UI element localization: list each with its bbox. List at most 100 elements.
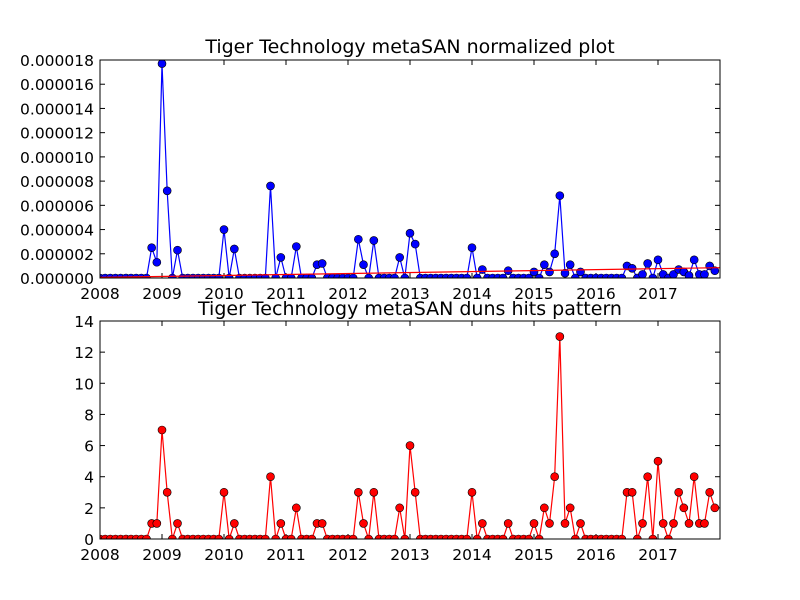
normalized-y-tick-label: 0.000000 [20, 270, 94, 288]
duns-hits-data-point [530, 519, 538, 527]
duns-hits-data-point [685, 519, 693, 527]
duns-hits-data-point [540, 504, 548, 512]
normalized-x-tick-label: 2009 [142, 285, 181, 303]
duns-hits-data-point [174, 519, 182, 527]
normalized-data-point [639, 270, 647, 278]
normalized-data-point [546, 268, 554, 276]
duns-hits-data-point [556, 333, 564, 341]
duns-hits-data-point [292, 504, 300, 512]
normalized-data-point [163, 187, 171, 195]
duns-hits-data-point [639, 519, 647, 527]
duns-hits-data-point [546, 519, 554, 527]
normalized-data-point [644, 259, 652, 267]
duns-hits-data-point [318, 519, 326, 527]
normalized-data-point [540, 261, 548, 269]
normalized-y-tick-label: 0.000002 [20, 246, 94, 264]
normalized-data-point [174, 246, 182, 254]
duns-hits-y-tick-label: 12 [74, 344, 94, 362]
normalized-data-point [556, 192, 564, 200]
duns-hits-x-tick-label: 2016 [576, 546, 615, 564]
normalized-data-point [148, 244, 156, 252]
duns-hits-data-point [670, 519, 678, 527]
duns-hits-x-tick-label: 2017 [638, 546, 677, 564]
normalized-data-point [360, 261, 368, 269]
normalized-y-tick-label: 0.000016 [20, 76, 94, 94]
normalized-y-tick-label: 0.000010 [20, 149, 94, 167]
duns-hits-data-point [577, 519, 585, 527]
duns-hits-data-point [628, 488, 636, 496]
normalized-data-point [158, 60, 166, 68]
normalized-data-point [220, 226, 228, 234]
normalized-y-tick-label: 0.000008 [20, 173, 94, 191]
duns-hits-data-point [675, 488, 683, 496]
normalized-data-point [292, 243, 300, 251]
duns-hits-data-point [277, 519, 285, 527]
duns-hits-data-point [163, 488, 171, 496]
duns-hits-data-point [158, 426, 166, 434]
duns-hits-y-tick-label: 6 [84, 438, 94, 456]
normalized-data-point [318, 259, 326, 267]
duns-hits-x-tick-label: 2010 [204, 546, 243, 564]
normalized-x-tick-label: 2017 [638, 285, 677, 303]
duns-hits-y-tick-label: 10 [74, 375, 94, 393]
normalized-data-point [654, 256, 662, 264]
normalized-data-point [468, 244, 476, 252]
duns-hits-data-point [478, 519, 486, 527]
duns-hits-title: Tiger Technology metaSAN duns hits patte… [197, 298, 622, 320]
duns-hits-y-tick-label: 14 [74, 313, 94, 331]
normalized-data-point [690, 256, 698, 264]
duns-hits-data-point [468, 488, 476, 496]
normalized-data-point [406, 229, 414, 237]
duns-hits-data-point [220, 488, 228, 496]
duns-hits-x-tick-label: 2014 [452, 546, 491, 564]
duns-hits-data-point [230, 519, 238, 527]
normalized-data-point [370, 236, 378, 244]
duns-hits-data-point [370, 488, 378, 496]
duns-hits-data-point [504, 519, 512, 527]
duns-hits-x-tick-label: 2011 [266, 546, 305, 564]
duns-hits-y-tick-label: 8 [84, 406, 94, 424]
normalized-data-point [411, 240, 419, 248]
duns-hits-x-tick-label: 2009 [142, 546, 181, 564]
normalized-y-tick-label: 0.000006 [20, 197, 94, 215]
normalized-y-tick-label: 0.000018 [20, 52, 94, 70]
duns-hits-data-point [701, 519, 709, 527]
normalized-data-point [628, 264, 636, 272]
duns-hits-data-point [360, 519, 368, 527]
duns-hits-data-point [153, 519, 161, 527]
normalized-data-point [277, 253, 285, 261]
duns-hits-data-point [711, 504, 719, 512]
duns-hits-data-point [644, 473, 652, 481]
duns-hits-y-tick-label: 4 [84, 469, 94, 487]
duns-hits-data-point [654, 457, 662, 465]
duns-hits-data-point [690, 473, 698, 481]
duns-hits-data-point [267, 473, 275, 481]
normalized-data-point [267, 182, 275, 190]
duns-hits-x-tick-label: 2013 [390, 546, 429, 564]
normalized-data-point [396, 253, 404, 261]
normalized-data-point [153, 258, 161, 266]
normalized-plot-title: Tiger Technology metaSAN normalized plot [204, 36, 614, 58]
duns-hits-data-point [706, 488, 714, 496]
normalized-data-point [230, 245, 238, 253]
duns-hits-data-point [406, 442, 414, 450]
duns-hits-y-tick-label: 2 [84, 500, 94, 518]
duns-hits-x-tick-label: 2012 [328, 546, 367, 564]
duns-hits-data-point [411, 488, 419, 496]
normalized-data-point [701, 270, 709, 278]
duns-hits-data-point [561, 519, 569, 527]
duns-hits-data-point [396, 504, 404, 512]
duns-hits-data-point [354, 488, 362, 496]
duns-hits-data-point [680, 504, 688, 512]
duns-hits-data-point [566, 504, 574, 512]
normalized-y-tick-label: 0.000004 [20, 222, 94, 240]
normalized-y-tick-label: 0.000014 [20, 100, 94, 118]
normalized-data-point [354, 235, 362, 243]
normalized-data-point [551, 250, 559, 258]
normalized-y-tick-label: 0.000012 [20, 125, 94, 143]
duns-hits-x-tick-label: 2015 [514, 546, 553, 564]
duns-hits-data-point [551, 473, 559, 481]
duns-hits-data-point [659, 519, 667, 527]
duns-hits-y-tick-label: 0 [84, 531, 94, 549]
